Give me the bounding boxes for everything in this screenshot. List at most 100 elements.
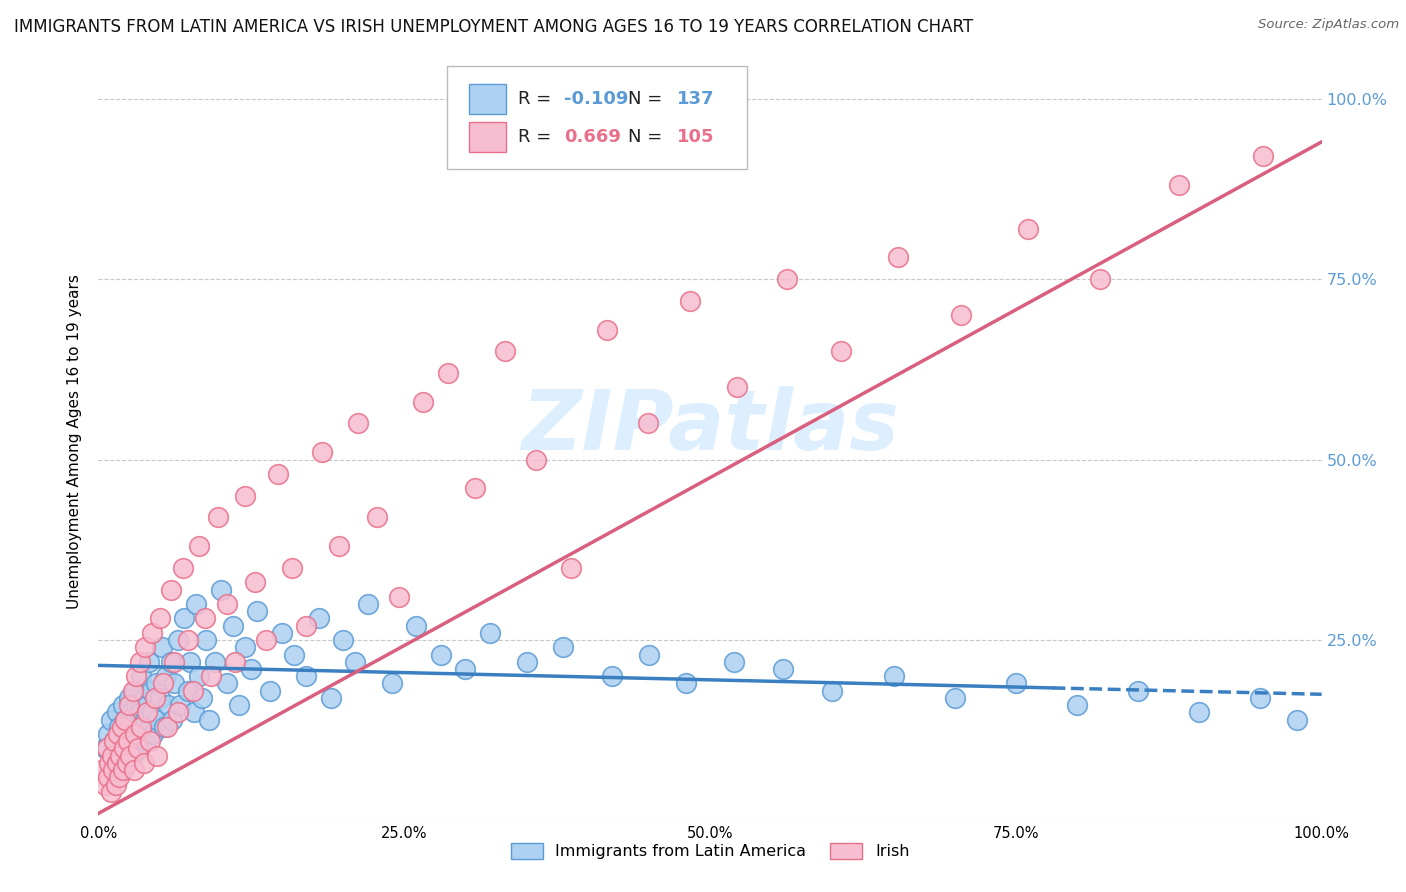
Point	[515, 655, 537, 669]
FancyBboxPatch shape	[447, 66, 747, 169]
Point	[129, 720, 152, 734]
Point	[112, 741, 135, 756]
Point	[183, 706, 205, 720]
Point	[233, 489, 256, 503]
Point	[111, 698, 134, 712]
Point	[224, 655, 246, 669]
Point	[167, 706, 190, 720]
Point	[149, 690, 172, 705]
Point	[454, 662, 477, 676]
Point	[207, 510, 229, 524]
Point	[464, 482, 486, 496]
Point	[311, 445, 333, 459]
Point	[169, 698, 191, 712]
Point	[111, 734, 134, 748]
Point	[108, 720, 131, 734]
Point	[179, 655, 201, 669]
Point	[124, 683, 146, 698]
Point	[105, 706, 128, 720]
Point	[105, 748, 128, 763]
Point	[93, 741, 115, 756]
Point	[949, 308, 972, 322]
Point	[120, 706, 142, 720]
Point	[356, 597, 378, 611]
Point	[246, 604, 269, 618]
Point	[186, 597, 208, 611]
Point	[141, 706, 163, 720]
Point	[159, 582, 181, 597]
Point	[1286, 713, 1309, 727]
Point	[112, 727, 135, 741]
Point	[129, 706, 152, 720]
Point	[120, 748, 142, 763]
Point	[388, 590, 411, 604]
Text: N =: N =	[628, 90, 668, 108]
Point	[1249, 690, 1271, 705]
Point	[103, 734, 125, 748]
Point	[194, 611, 217, 625]
Point	[295, 669, 318, 683]
Point	[118, 698, 141, 712]
Point	[115, 756, 138, 770]
Point	[142, 727, 165, 741]
Point	[478, 626, 501, 640]
Point	[143, 690, 166, 705]
Point	[156, 720, 179, 734]
Point	[115, 756, 138, 770]
Text: -0.109: -0.109	[564, 90, 628, 108]
Text: 137: 137	[678, 90, 714, 108]
Point	[111, 741, 134, 756]
Point	[132, 756, 155, 770]
Point	[328, 539, 350, 553]
Point	[121, 727, 143, 741]
Point	[1066, 698, 1088, 712]
Point	[124, 734, 146, 748]
Point	[131, 727, 153, 741]
Point	[117, 734, 139, 748]
Point	[134, 713, 156, 727]
Point	[172, 561, 194, 575]
Point	[163, 676, 186, 690]
Point	[1004, 676, 1026, 690]
Point	[437, 366, 460, 380]
Point	[637, 417, 659, 431]
Point	[128, 741, 150, 756]
Point	[114, 713, 136, 727]
Point	[105, 756, 128, 770]
Point	[1017, 221, 1039, 235]
Point	[332, 633, 354, 648]
Point	[108, 770, 131, 784]
Point	[132, 690, 155, 705]
Point	[129, 655, 152, 669]
Point	[830, 344, 852, 359]
Point	[821, 683, 844, 698]
Point	[295, 618, 318, 632]
Point	[121, 683, 143, 698]
Point	[139, 720, 162, 734]
Point	[104, 778, 127, 792]
Point	[107, 727, 129, 741]
FancyBboxPatch shape	[470, 121, 506, 152]
Point	[596, 323, 619, 337]
Point	[197, 713, 219, 727]
Point	[215, 676, 238, 690]
Point	[115, 734, 138, 748]
Point	[103, 734, 125, 748]
Text: R =: R =	[517, 128, 562, 145]
Point	[1167, 178, 1189, 193]
Point	[136, 706, 159, 720]
Point	[319, 690, 342, 705]
Point	[1251, 149, 1274, 163]
Point	[240, 662, 263, 676]
Point	[560, 561, 582, 575]
Text: 105: 105	[678, 128, 714, 145]
Point	[412, 394, 434, 409]
Point	[723, 655, 745, 669]
Point	[127, 741, 149, 756]
Point	[114, 713, 136, 727]
Point	[150, 640, 173, 655]
Point	[725, 380, 748, 394]
Point	[125, 669, 148, 683]
Point	[138, 655, 160, 669]
Point	[127, 720, 149, 734]
